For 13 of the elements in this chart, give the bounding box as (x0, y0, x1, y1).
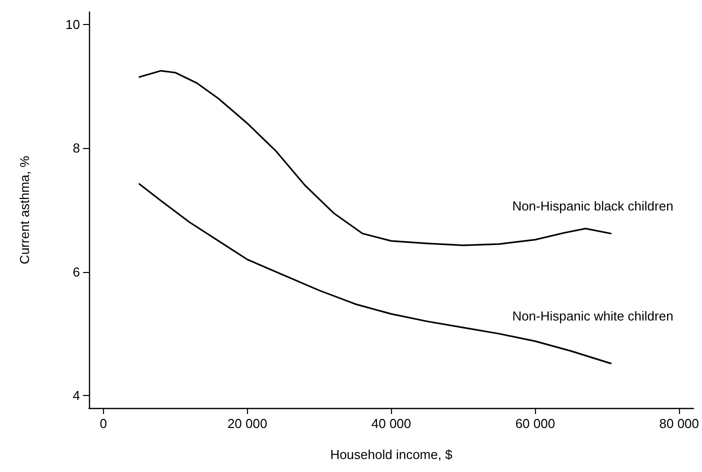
y-axis-title: Current asthma, % (17, 155, 32, 264)
x-tick-label: 20 000 (227, 416, 268, 431)
x-tick-label: 60 000 (515, 416, 556, 431)
x-axis-title: Household income, $ (330, 447, 454, 462)
y-tick-label: 8 (72, 140, 80, 156)
x-tick-label: 40 000 (371, 416, 412, 431)
series-label: Non-Hispanic black children (512, 198, 674, 214)
x-tick-label: 0 (100, 416, 108, 431)
series-label: Non-Hispanic white children (512, 308, 674, 324)
y-tick-label: 4 (72, 388, 80, 404)
x-tick-label: 80 000 (659, 416, 699, 431)
y-tick-label: 10 (66, 16, 80, 32)
y-tick-label: 6 (72, 264, 80, 280)
